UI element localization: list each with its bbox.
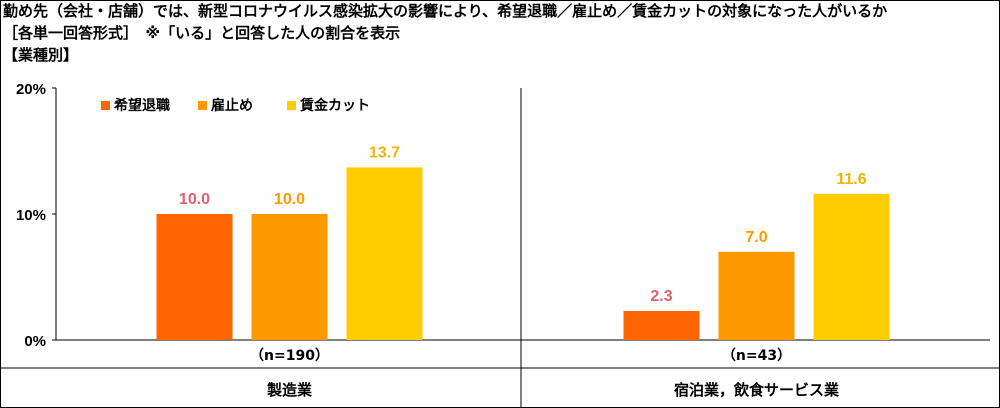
group-label: 宿泊業，飲食サービス業 — [674, 381, 840, 399]
data-label: 13.7 — [369, 144, 400, 161]
group-label: 製造業 — [266, 381, 313, 399]
chart-title: 勤め先（会社・店舗）では、新型コロナウイルス感染拡大の影響により、希望退職／雇止… — [3, 2, 888, 20]
bar — [346, 167, 423, 340]
y-tick-label: 0% — [24, 333, 46, 350]
bar — [718, 251, 795, 340]
bar — [156, 214, 233, 340]
group-n-label: （n=43） — [722, 348, 791, 364]
legend-swatch — [101, 101, 110, 110]
data-label: 10.0 — [179, 191, 210, 208]
data-label: 7.0 — [745, 229, 767, 246]
data-label: 2.3 — [650, 288, 672, 305]
chart-subtitle: ［各単一回答形式］ ※「いる」と回答した人の割合を表示 — [3, 24, 401, 42]
legend-label: 希望退職 — [114, 97, 170, 114]
data-label: 10.0 — [274, 191, 305, 208]
bar — [623, 311, 700, 340]
legend-label: 賃金カット — [299, 97, 370, 114]
y-tick-label: 10% — [16, 207, 46, 224]
legend-label: 雇止め — [211, 97, 253, 114]
legend-swatch — [198, 101, 207, 110]
group-n-label: （n=190） — [250, 348, 329, 364]
legend-swatch — [287, 101, 296, 110]
y-tick-label: 20% — [16, 81, 46, 98]
bar — [813, 193, 890, 340]
chart-category-label: 【業種別】 — [3, 46, 79, 64]
bar — [251, 214, 328, 340]
data-label: 11.6 — [836, 171, 866, 188]
